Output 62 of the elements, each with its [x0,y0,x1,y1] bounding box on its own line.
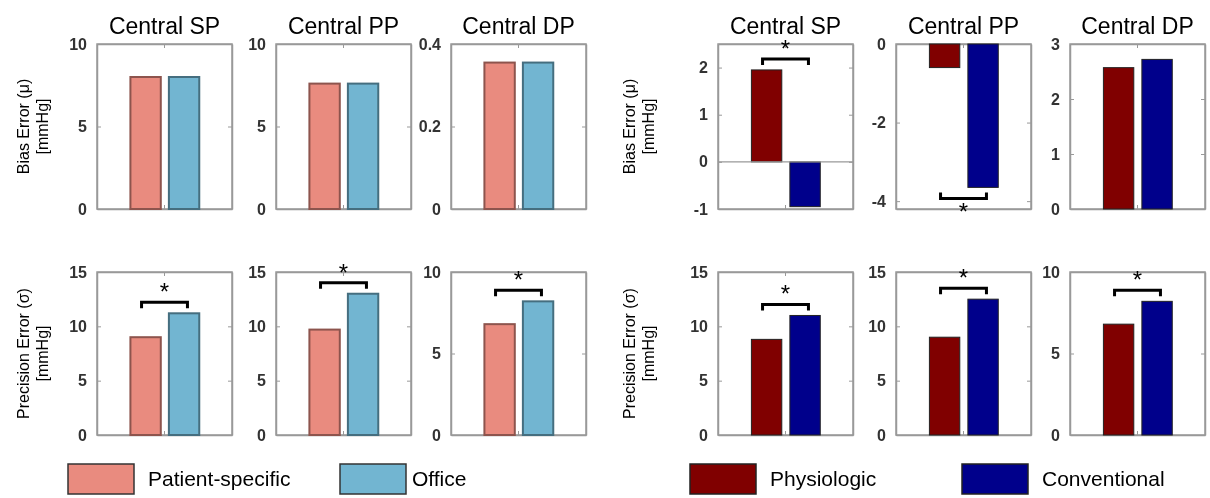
y-tick-label: 0 [257,200,267,218]
y-tick-label: 0 [78,200,88,218]
y-tick-label: 1 [1051,145,1061,163]
y-tick-label: 10 [248,35,267,53]
legend-label: Patient-specific [148,467,291,490]
y-tick-label: 0 [1051,200,1061,218]
y-axis-title: Precision Error (σ) [mmHg] [15,288,51,419]
annotation: * [338,258,349,286]
y-tick-label: 5 [432,345,442,363]
y-axis-title: Precision Error (σ) [mmHg] [621,288,657,419]
y-tick-label: 10 [69,317,88,335]
y-tick-label: 5 [1051,345,1061,363]
y-tick-label: 0.2 [418,118,442,136]
annotation: * [780,280,791,308]
y-tick-label: 2 [699,59,709,77]
y-tick-label: 5 [877,372,887,390]
y-tick-label: 5 [78,118,88,136]
y-tick-label: 0 [257,426,267,444]
y-tick-label: 10 [248,317,267,335]
y-tick-label: -1 [693,200,709,218]
annotation: * [513,266,524,294]
y-tick-label: 0 [432,426,442,444]
y-tick-label: 0 [432,200,442,218]
chart-title: Central DP [462,13,575,39]
y-tick-label: 0 [78,426,88,444]
legend-label: Physiologic [770,467,877,490]
y-tick-label: 10 [423,263,442,281]
y-tick-label: 3 [1051,35,1061,53]
y-tick-label: 5 [699,372,709,390]
y-tick-label: 0 [699,153,709,171]
y-tick-label: 5 [257,372,267,390]
y-tick-label: 0 [699,426,709,444]
chart-title: Central DP [1081,13,1194,39]
y-tick-label: 10 [690,317,709,335]
y-tick-label: 15 [868,263,887,281]
annotation: * [1132,266,1143,294]
annotation: * [159,278,170,306]
y-tick-label: 10 [1042,263,1061,281]
y-tick-label: -4 [871,192,887,210]
y-tick-label: 1 [699,106,709,124]
legend-label: Office [412,467,467,490]
y-axis-title: Bias Error (μ) [mmHg] [15,78,51,175]
y-tick-label: 15 [690,263,709,281]
y-tick-label: 0 [877,426,887,444]
y-tick-label: 10 [868,317,887,335]
chart-title: Central SP [108,13,221,39]
y-tick-label: 2 [1051,90,1061,108]
y-tick-label: 0.4 [418,35,442,53]
y-tick-label: 15 [248,263,267,281]
y-tick-label: 5 [78,372,88,390]
y-tick-label: 5 [257,118,267,136]
y-tick-label: -2 [871,114,887,132]
chart-title: Central PP [287,13,400,39]
annotation: * [958,198,969,226]
y-tick-label: 10 [69,35,88,53]
y-axis-title: Bias Error (μ) [mmHg] [621,78,657,175]
y-tick-label: 15 [69,263,88,281]
y-tick-label: 0 [877,35,887,53]
legend-label: Conventional [1042,467,1165,490]
y-tick-label: 0 [1051,426,1061,444]
annotation: * [958,264,969,292]
chart-title: Central PP [907,13,1020,39]
